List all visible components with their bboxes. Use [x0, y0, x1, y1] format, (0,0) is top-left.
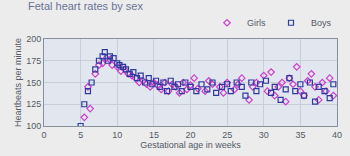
svg-text:Girls: Girls	[247, 18, 266, 28]
svg-text:0: 0	[41, 130, 46, 140]
svg-text:Heartbeats per minute: Heartbeats per minute	[13, 38, 23, 127]
svg-text:125: 125	[26, 99, 41, 109]
svg-text:40: 40	[332, 130, 342, 140]
svg-text:Boys: Boys	[311, 18, 332, 28]
svg-text:150: 150	[26, 78, 41, 88]
svg-text:Fetal heart rates by sex: Fetal heart rates by sex	[28, 0, 143, 12]
svg-text:200: 200	[26, 34, 41, 44]
svg-text:25: 25	[222, 130, 232, 140]
svg-text:5: 5	[78, 130, 83, 140]
svg-text:35: 35	[295, 130, 305, 140]
svg-text:Gestational age in weeks: Gestational age in weeks	[140, 140, 241, 150]
svg-text:15: 15	[149, 130, 159, 140]
svg-text:20: 20	[185, 130, 195, 140]
svg-text:100: 100	[26, 121, 41, 131]
svg-text:10: 10	[112, 130, 122, 140]
svg-text:30: 30	[259, 130, 269, 140]
svg-text:175: 175	[26, 56, 41, 66]
